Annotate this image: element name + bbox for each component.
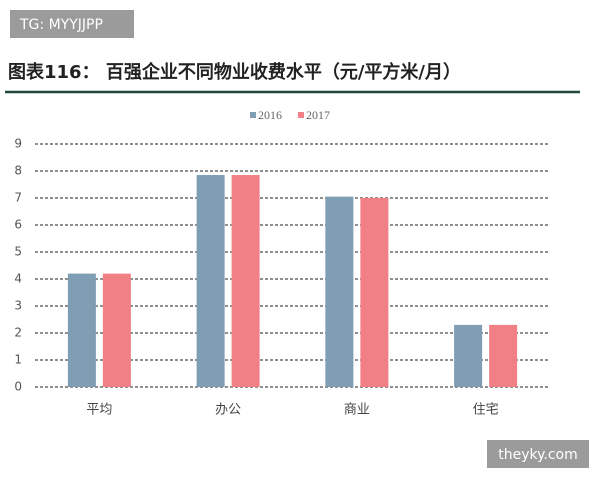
legend-swatch <box>250 112 256 118</box>
y-tick-label: 9 <box>14 137 22 151</box>
y-tick-label: 8 <box>14 164 22 178</box>
y-tick-label: 0 <box>14 380 22 394</box>
y-tick-label: 6 <box>14 218 22 232</box>
x-tick-label: 平均 <box>86 403 112 418</box>
bar <box>67 273 96 387</box>
watermark: TG: MYYJJPP <box>19 17 103 33</box>
y-tick-label: 7 <box>14 191 22 205</box>
x-tick-label: 办公 <box>215 403 241 418</box>
watermark-box <box>10 10 134 38</box>
bar <box>489 324 518 387</box>
bar <box>102 273 131 387</box>
watermark-box <box>487 440 589 468</box>
y-tick-label: 3 <box>14 299 22 313</box>
y-tick-label: 2 <box>14 326 22 340</box>
legend-label: 2017 <box>306 108 330 122</box>
legend-label: 2016 <box>258 108 282 122</box>
bar <box>454 324 483 387</box>
watermark: theyky.com <box>498 447 578 463</box>
x-tick-label: 住宅 <box>473 403 499 418</box>
legend-swatch <box>298 112 304 118</box>
chart-title: 图表116： 百强企业不同物业收费水平（元/平方米/月） <box>8 61 461 83</box>
bar <box>325 196 354 387</box>
y-tick-label: 5 <box>14 245 22 259</box>
x-tick-label: 商业 <box>344 403 370 418</box>
bar <box>196 175 225 387</box>
bar <box>360 198 389 387</box>
y-tick-label: 4 <box>14 272 22 286</box>
y-tick-label: 1 <box>14 353 22 367</box>
bar <box>231 175 260 387</box>
